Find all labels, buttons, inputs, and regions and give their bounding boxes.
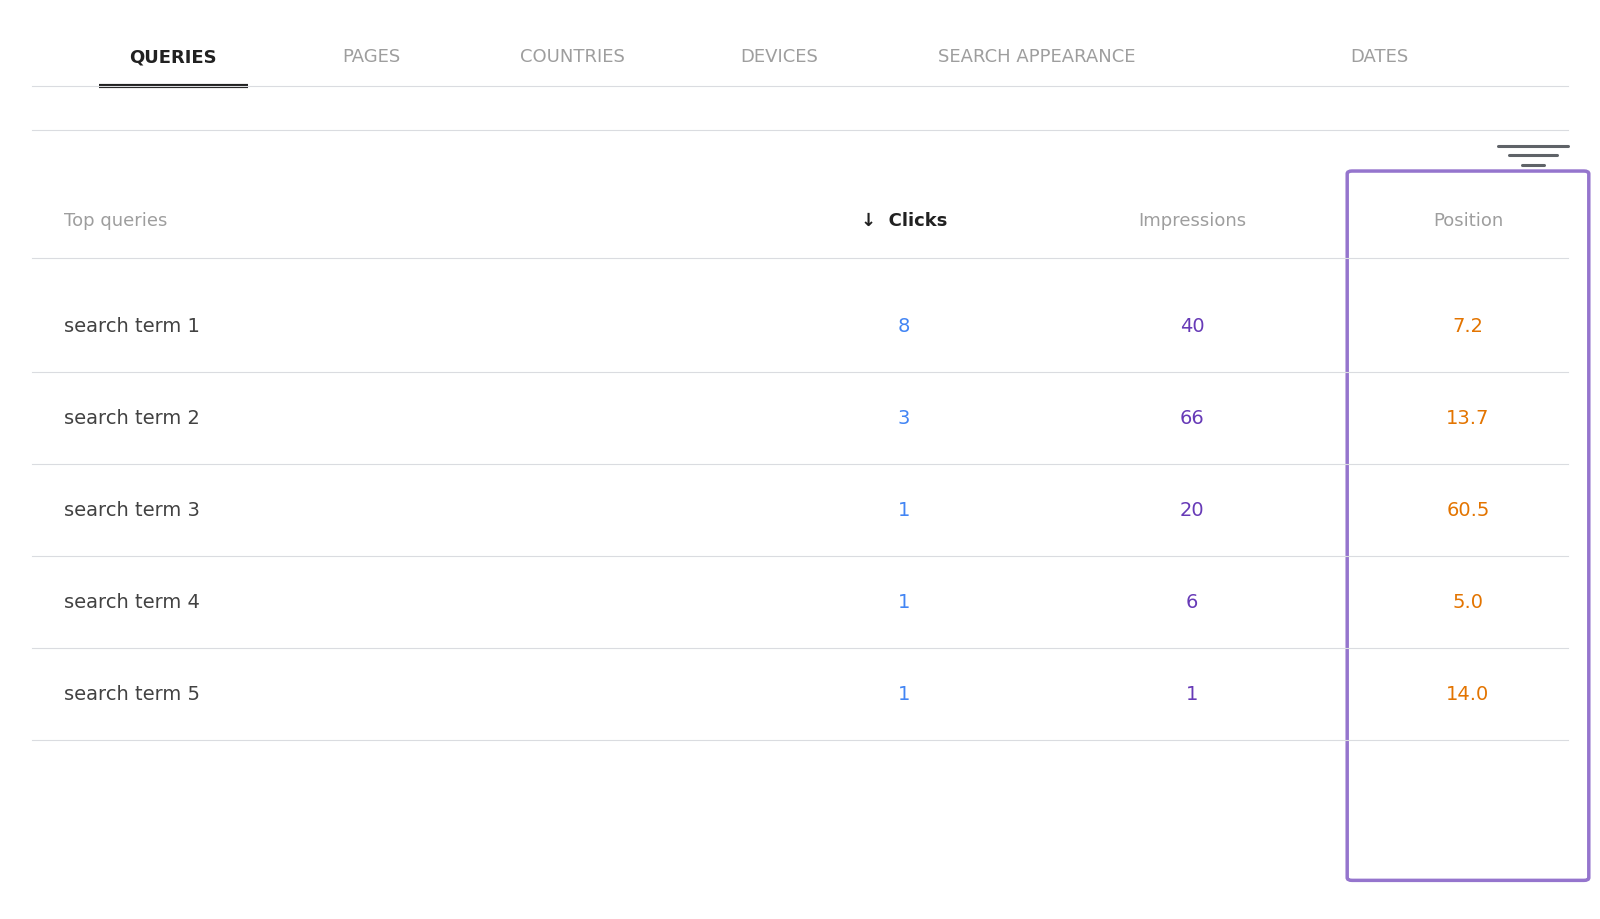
Text: search term 1: search term 1	[64, 317, 200, 335]
Text: DEVICES: DEVICES	[741, 48, 818, 66]
Text: 6: 6	[1186, 593, 1198, 611]
Text: Top queries: Top queries	[64, 211, 168, 230]
Text: search term 5: search term 5	[64, 685, 200, 703]
FancyBboxPatch shape	[1347, 172, 1589, 880]
Text: Position: Position	[1434, 211, 1502, 230]
Text: 1: 1	[1186, 685, 1198, 703]
Text: Impressions: Impressions	[1138, 211, 1246, 230]
Text: 1: 1	[898, 501, 910, 519]
Text: DATES: DATES	[1350, 48, 1408, 66]
Text: QUERIES: QUERIES	[130, 48, 216, 66]
Text: 66: 66	[1179, 409, 1205, 427]
Text: ↓  Clicks: ↓ Clicks	[861, 211, 947, 230]
Text: search term 2: search term 2	[64, 409, 200, 427]
Text: search term 3: search term 3	[64, 501, 200, 519]
Text: 1: 1	[898, 685, 910, 703]
Text: 14.0: 14.0	[1446, 685, 1490, 703]
Text: 8: 8	[898, 317, 910, 335]
Text: 13.7: 13.7	[1446, 409, 1490, 427]
Text: 1: 1	[898, 593, 910, 611]
Text: search term 4: search term 4	[64, 593, 200, 611]
Text: COUNTRIES: COUNTRIES	[520, 48, 626, 66]
Text: SEARCH APPEARANCE: SEARCH APPEARANCE	[938, 48, 1136, 66]
Text: 7.2: 7.2	[1453, 317, 1483, 335]
Text: 3: 3	[898, 409, 910, 427]
Text: 60.5: 60.5	[1446, 501, 1490, 519]
Text: PAGES: PAGES	[342, 48, 400, 66]
Text: 40: 40	[1179, 317, 1205, 335]
Text: 20: 20	[1179, 501, 1205, 519]
Text: 5.0: 5.0	[1453, 593, 1483, 611]
